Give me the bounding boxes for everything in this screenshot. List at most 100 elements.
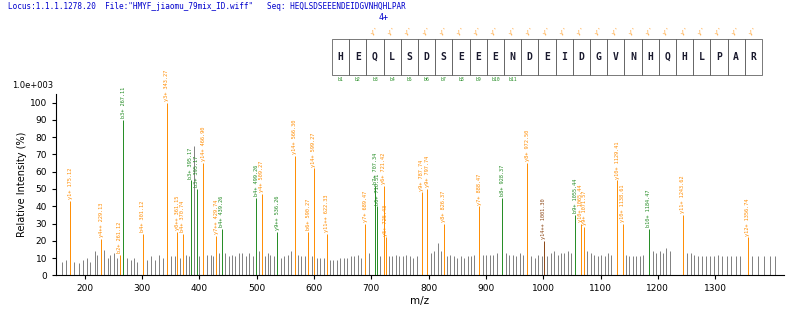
Text: S: S	[406, 52, 412, 62]
Text: y'': y''	[697, 26, 706, 36]
Text: 1.0e+003: 1.0e+003	[12, 81, 54, 90]
Text: b9+ 1055.44: b9+ 1055.44	[573, 179, 578, 213]
Text: L: L	[699, 52, 705, 62]
Text: y10+ 1065.44: y10+ 1065.44	[578, 184, 583, 222]
Text: b4: b4	[390, 77, 395, 82]
Text: y14+ 466.90: y14+ 466.90	[201, 127, 206, 161]
Text: E: E	[544, 52, 550, 62]
Text: y'': y''	[611, 26, 621, 36]
Text: y9+ 787.74: y9+ 787.74	[419, 159, 424, 191]
Text: b10+ 1184.47: b10+ 1184.47	[646, 190, 651, 227]
Text: D: D	[424, 52, 430, 62]
Text: S: S	[441, 52, 446, 62]
Text: H: H	[647, 52, 653, 62]
Text: y'': y''	[749, 26, 758, 36]
Text: R: R	[750, 52, 756, 62]
Text: b8+ 928.37: b8+ 928.37	[500, 165, 505, 196]
Text: y9+ 1071.57: y9+ 1071.57	[582, 191, 586, 225]
Text: y1+ 175.12: y1+ 175.12	[68, 168, 73, 199]
Text: y'': y''	[456, 26, 466, 36]
Text: A: A	[734, 52, 739, 62]
Text: y'': y''	[577, 26, 586, 36]
Text: b3: b3	[372, 77, 378, 82]
Text: b4+ 370.74: b4+ 370.74	[180, 201, 185, 232]
Text: y4++ 229.13: y4++ 229.13	[99, 203, 104, 237]
Text: Locus:1.1.1.1278.20  File:"HMYF_jiaomu_79mix_ID.wiff"   Seq: HEQLSDSEEENDEIDGVNH: Locus:1.1.1.1278.20 File:"HMYF_jiaomu_79…	[8, 2, 406, 11]
Text: y'': y''	[370, 26, 380, 36]
Text: y'': y''	[594, 26, 603, 36]
Text: b2+ 261.12: b2+ 261.12	[117, 222, 122, 253]
Text: y'': y''	[405, 26, 414, 36]
Text: y11++ 622.33: y11++ 622.33	[324, 195, 330, 232]
Text: y'': y''	[525, 26, 534, 36]
Text: y'': y''	[542, 26, 552, 36]
Text: b4+ 301.12: b4+ 301.12	[140, 201, 145, 232]
X-axis label: m/z: m/z	[410, 296, 430, 306]
Text: b6+ 590.27: b6+ 590.27	[306, 199, 311, 230]
Text: b7: b7	[441, 77, 446, 82]
Text: b4+ 439.26: b4+ 439.26	[219, 196, 224, 227]
Text: D: D	[527, 52, 533, 62]
Text: y12+ 1356.74: y12+ 1356.74	[746, 198, 750, 236]
Text: E: E	[493, 52, 498, 62]
Text: y'': y''	[662, 26, 672, 36]
Text: E: E	[458, 52, 464, 62]
Text: b3+ 267.11: b3+ 267.11	[121, 87, 126, 118]
Text: b1: b1	[338, 77, 343, 82]
Text: y0++ 361.15: y0++ 361.15	[174, 196, 179, 230]
Text: b3+ 395.17: b3+ 395.17	[188, 147, 194, 179]
Text: b4+ 499.26: b4+ 499.26	[254, 165, 258, 196]
Text: b11: b11	[508, 77, 517, 82]
Text: b6: b6	[424, 77, 430, 82]
Text: y4+ 509.27: y4+ 509.27	[259, 161, 265, 192]
Text: y14+ 566.30: y14+ 566.30	[292, 120, 297, 154]
Text: y'': y''	[559, 26, 569, 36]
Text: y5+ 725.43: y5+ 725.43	[383, 204, 388, 236]
Text: y'': y''	[490, 26, 500, 36]
Text: H: H	[338, 52, 343, 62]
Text: y14+ 599.27: y14+ 599.27	[311, 132, 316, 167]
Text: b3+ 395.17: b3+ 395.17	[194, 156, 199, 187]
Text: D: D	[578, 52, 584, 62]
Text: y'': y''	[439, 26, 449, 36]
Text: y7+ 689.47: y7+ 689.47	[362, 191, 368, 222]
Text: L: L	[390, 52, 395, 62]
Text: b10: b10	[491, 77, 500, 82]
Text: E: E	[355, 52, 361, 62]
Text: y7++ 429.74: y7++ 429.74	[214, 200, 219, 234]
Text: y'': y''	[680, 26, 690, 36]
Text: y8+ 826.37: y8+ 826.37	[442, 191, 446, 222]
Text: 4+: 4+	[378, 13, 389, 22]
Text: P: P	[716, 52, 722, 62]
Text: y'': y''	[731, 26, 741, 36]
Text: y14++ 1001.30: y14++ 1001.30	[542, 198, 546, 239]
Text: Q: Q	[372, 52, 378, 62]
Text: b9: b9	[475, 77, 481, 82]
Text: G: G	[596, 52, 602, 62]
Text: y'': y''	[387, 26, 397, 36]
Text: b7+ 707.34: b7+ 707.34	[373, 152, 378, 184]
Text: V: V	[613, 52, 618, 62]
Text: y'': y''	[646, 26, 655, 36]
Text: y9++ 536.26: y9++ 536.26	[275, 196, 280, 230]
Text: b2: b2	[355, 77, 361, 82]
Text: y10+ 1129.41: y10+ 1129.41	[615, 141, 620, 179]
Text: y10+ 1138.61: y10+ 1138.61	[620, 184, 625, 222]
Text: E: E	[475, 52, 481, 62]
Text: y6+ 721.42: y6+ 721.42	[381, 152, 386, 184]
Text: b6+ 710.31: b6+ 710.31	[374, 173, 380, 205]
Text: y3+ 343.27: y3+ 343.27	[164, 69, 170, 101]
Text: y7+ 888.47: y7+ 888.47	[477, 173, 482, 205]
Text: y9+ 797.74: y9+ 797.74	[425, 156, 430, 187]
Text: y'': y''	[508, 26, 518, 36]
Text: Q: Q	[665, 52, 670, 62]
Text: b5: b5	[406, 77, 412, 82]
Text: y'': y''	[714, 26, 724, 36]
Text: I: I	[562, 52, 567, 62]
Text: y8+ 972.50: y8+ 972.50	[525, 130, 530, 161]
Text: N: N	[510, 52, 515, 62]
Text: y'': y''	[474, 26, 483, 36]
Text: H: H	[682, 52, 687, 62]
Text: y'': y''	[628, 26, 638, 36]
Text: N: N	[630, 52, 636, 62]
